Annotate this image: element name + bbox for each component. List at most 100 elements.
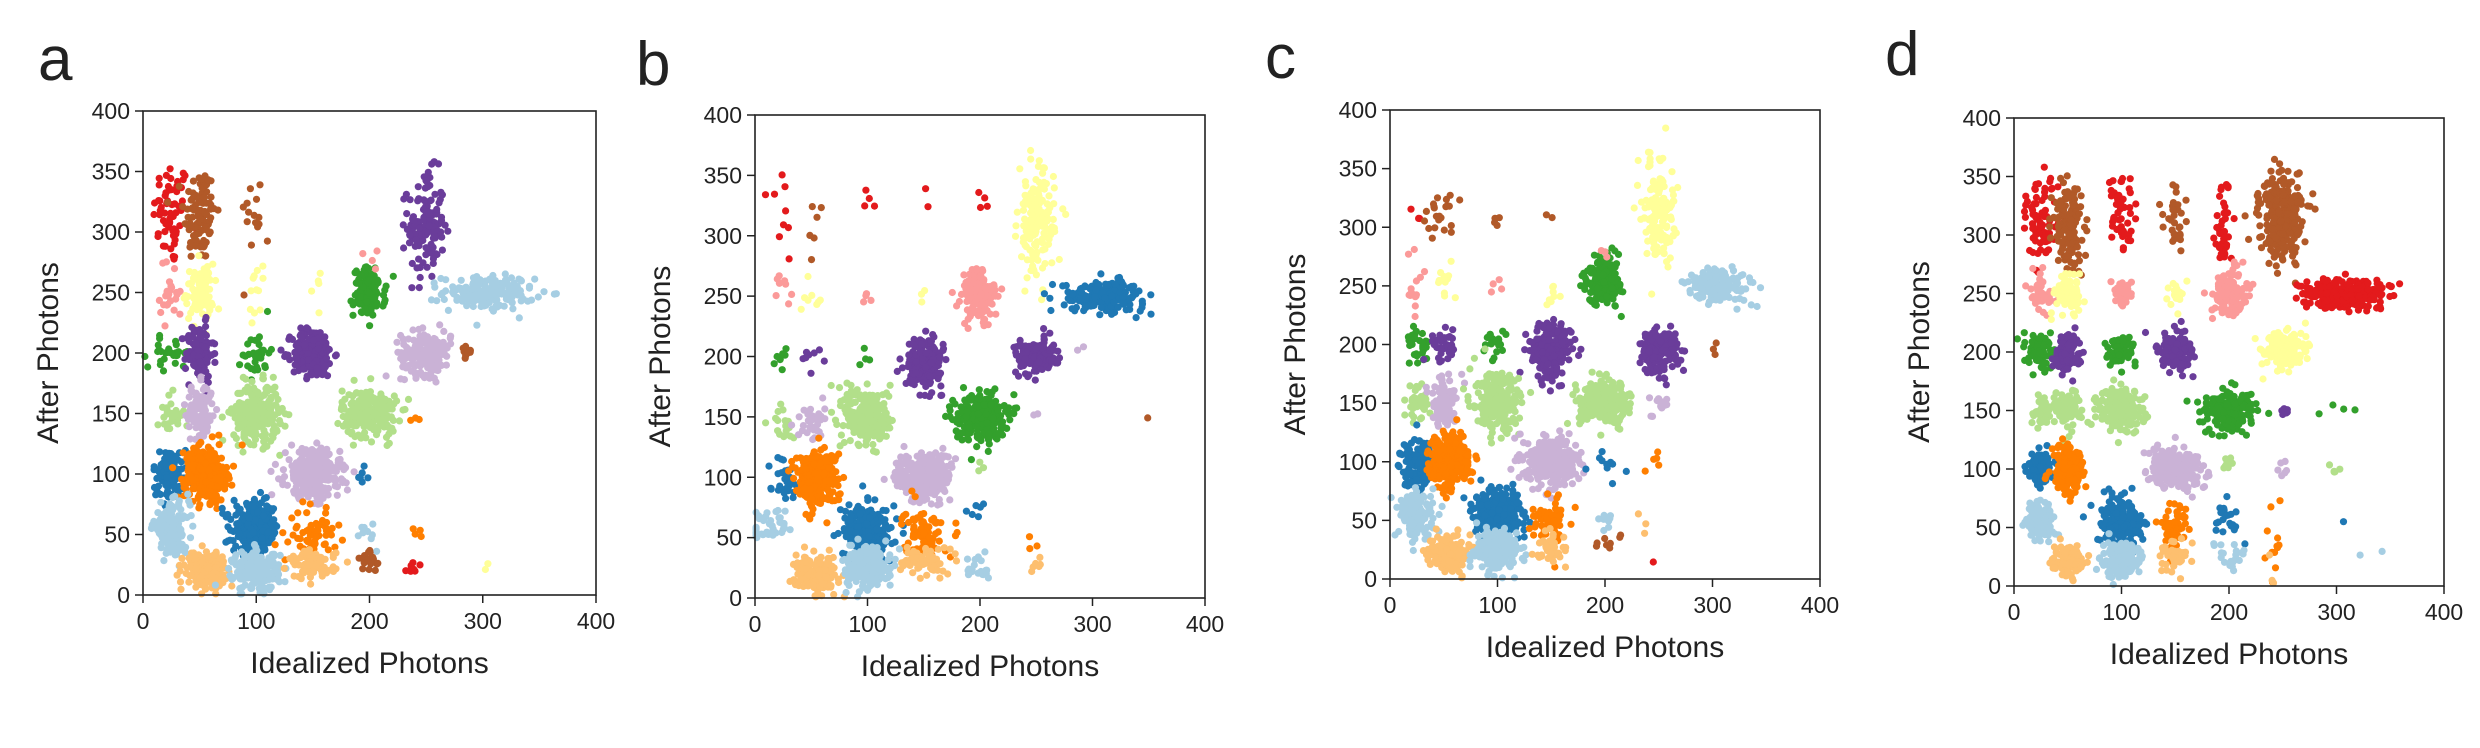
scatter-point [1050,184,1058,192]
scatter-point [162,460,170,468]
scatter-point [427,296,436,304]
scatter-point [918,298,926,306]
scatter-point [181,364,190,373]
scatter-point [400,376,408,384]
scatter-point [239,373,247,381]
scatter-point [376,419,384,427]
scatter-point [531,275,539,283]
scatter-point [795,431,803,439]
scatter-point [239,351,247,359]
scatter-point [788,421,796,429]
scatter-point [516,290,524,298]
scatter-point [192,230,200,239]
scatter-point [1040,229,1048,237]
scatter-point [507,274,516,282]
scatter-point [243,428,251,436]
scatter-point [929,331,937,339]
scatter-point [186,501,194,509]
scatter-point [1021,178,1029,186]
scatter-point [203,271,211,279]
scatter-point [294,345,302,353]
scatter-point [416,526,424,534]
scatter-point [373,547,381,555]
scatter-point [187,571,195,579]
scatter-point [218,463,226,471]
scatter-point [1097,270,1105,278]
scatter-point [243,218,251,226]
scatter-point [410,217,418,225]
scatter-point [154,341,162,349]
scatter-point [185,314,193,323]
scatter-point [424,228,432,236]
scatter-point [500,302,508,310]
scatter-point [321,362,330,370]
scatter-point [910,381,918,389]
scatter-point [976,203,985,212]
scatter-point [1023,231,1031,239]
scatter-point [189,522,197,530]
scatter-point [435,356,443,364]
scatter-point [284,538,292,546]
scatter-point [256,488,265,497]
scatter-point [176,287,184,295]
scatter-point [196,358,204,366]
scatter-point [817,204,825,212]
scatter-point [412,374,420,382]
scatter-point [314,492,322,500]
scatter-point [1101,294,1109,302]
scatter-point [948,288,956,297]
scatter-point [991,292,999,300]
scatter-point [325,345,333,354]
scatter-point [186,534,195,542]
scatter-point [254,390,262,398]
scatter-point [211,340,219,348]
scatter-point [256,306,264,314]
scatter-point [353,420,361,428]
scatter-point [303,536,311,545]
scatter-point [922,185,930,193]
scatter-point [1034,256,1042,264]
scatter-point [821,405,829,413]
scatter-point [366,388,374,396]
scatter-point [288,441,296,449]
scatter-point [1036,185,1044,193]
x-tick-label: 100 [237,608,275,634]
scatter-point [177,585,185,593]
scatter-point [403,210,411,218]
scatter-point [267,467,275,475]
scatter-point [401,405,409,414]
scatter-point [179,203,187,211]
scatter-point [350,376,358,384]
scatter-point [252,219,260,227]
scatter-point [773,352,781,361]
scatter-point [1011,232,1020,240]
scatter-point [202,252,210,260]
scatter-point [415,284,423,292]
scatter-point [250,211,258,219]
scatter-point [277,346,285,354]
scatter-point [1046,294,1054,302]
scatter-point [252,422,260,430]
scatter-point [236,361,244,369]
scatter-point [215,431,223,439]
scatter-point [428,160,436,168]
scatter-point [1050,200,1058,208]
scatter-point [171,492,179,500]
scatter-point [235,529,243,538]
scatter-point [228,582,236,590]
scatter-point [230,496,238,504]
scatter-point [175,501,183,509]
scatter-point [779,221,788,229]
scatter-point [254,558,262,566]
scatter-point [195,504,203,512]
scatter-point [424,351,432,359]
scatter-point [462,342,470,350]
scatter-point [257,354,265,362]
scatter-point [1048,343,1056,351]
scatter-point [297,324,305,332]
scatter-point [236,584,244,593]
scatter-point [181,172,189,180]
scatter-point [333,491,341,499]
scatter-point [440,295,448,304]
scatter-point [232,542,240,550]
